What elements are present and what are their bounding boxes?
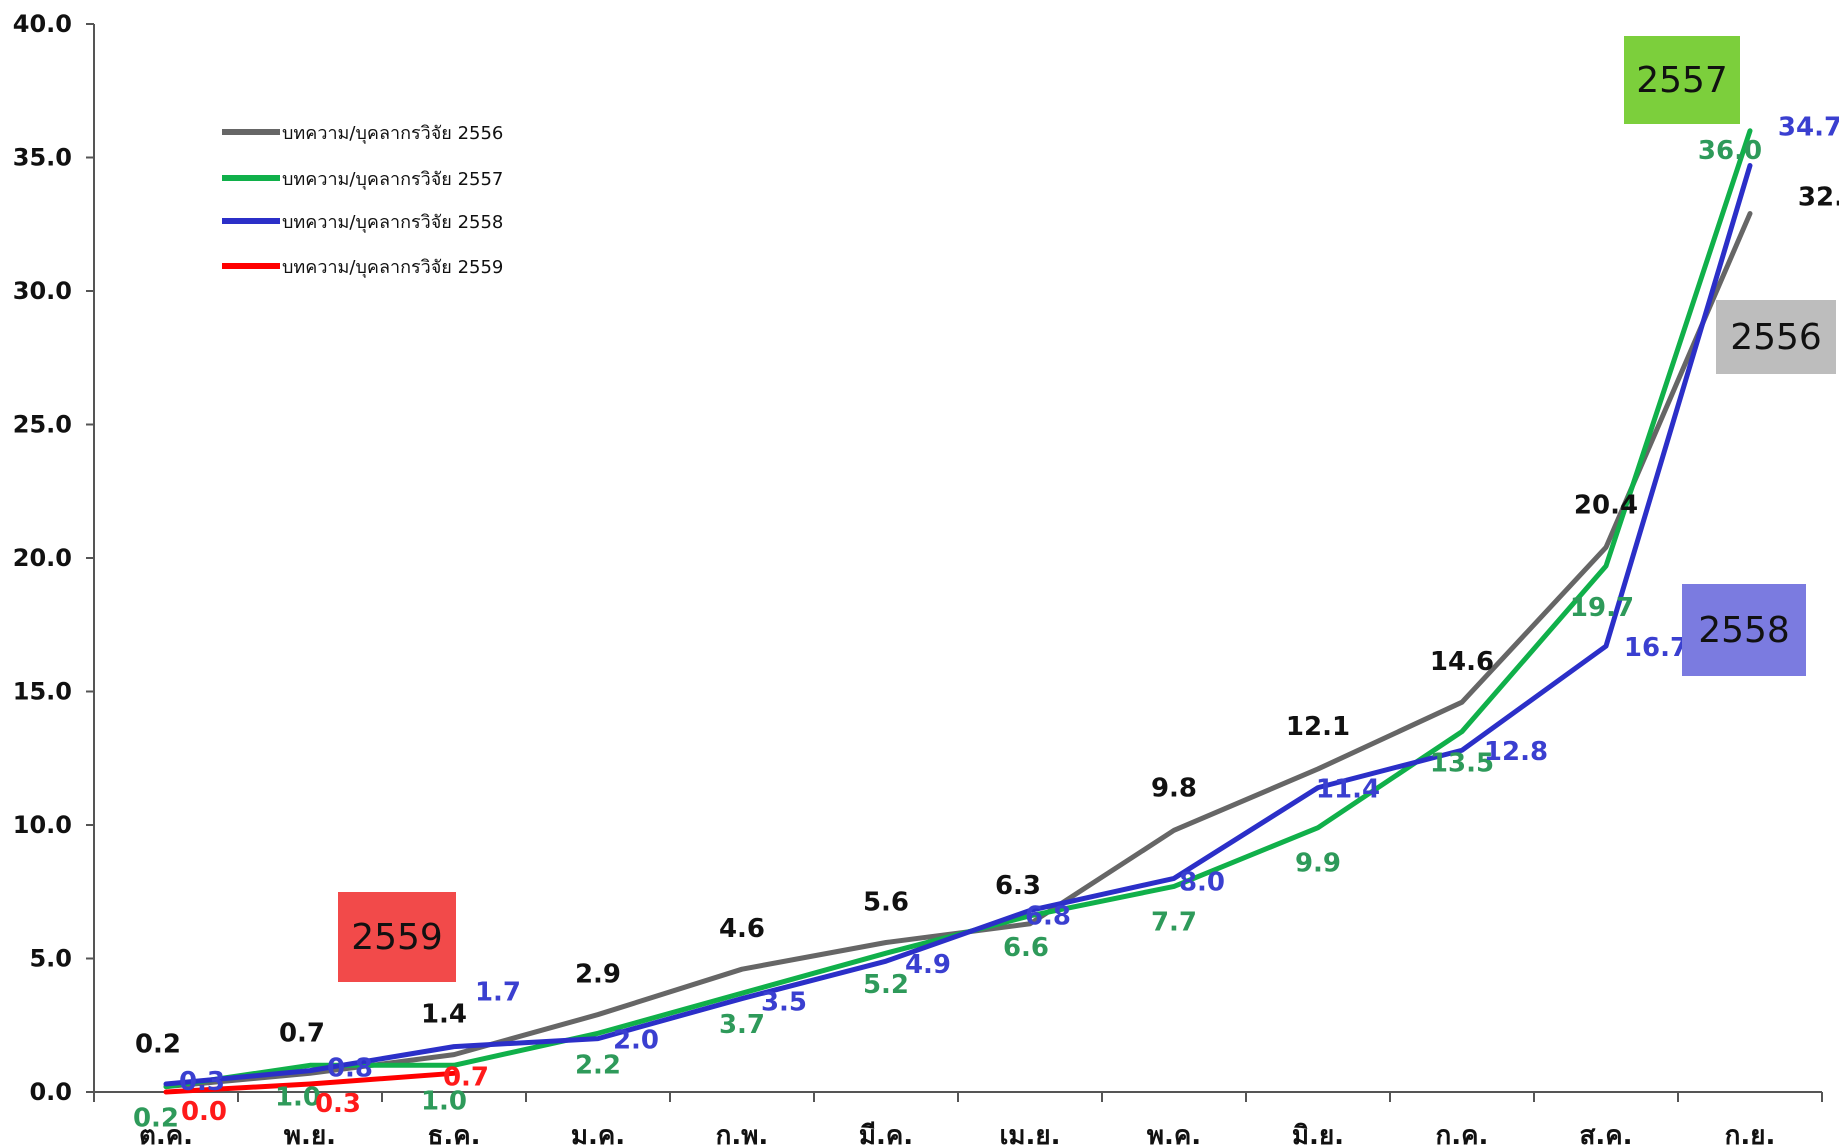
data-label: 9.8 <box>1151 773 1197 803</box>
x-tick-label: ธ.ค. <box>427 1121 480 1148</box>
data-label: 0.7 <box>279 1018 325 1048</box>
data-label: 2.2 <box>575 1050 621 1080</box>
y-tick-label: 40.0 <box>13 10 72 38</box>
data-label: 5.6 <box>863 887 909 917</box>
data-label: 0.2 <box>135 1030 181 1060</box>
x-tick-label: ส.ค. <box>1579 1121 1632 1148</box>
y-tick-label: 15.0 <box>13 678 72 706</box>
year-tag: 2556 <box>1716 300 1836 374</box>
data-label: 1.7 <box>475 978 521 1008</box>
data-label: 0.3 <box>179 1067 225 1097</box>
year-annotations: 2557 2556 2558 2559 <box>338 36 1836 982</box>
series-line-3 <box>163 1070 457 1095</box>
data-label: 6.3 <box>995 871 1041 901</box>
data-label: 0.3 <box>315 1089 361 1119</box>
legend-entry: บทความ/บุคลากรวิจัย 2559 <box>222 257 503 278</box>
data-label: 0.0 <box>181 1097 227 1127</box>
data-label: 19.7 <box>1570 593 1634 623</box>
year-tag-box <box>1624 36 1740 124</box>
year-tag-box <box>1716 300 1836 374</box>
data-label: 6.8 <box>1025 901 1071 931</box>
data-labels: 0.2 0.7 1.4 2.9 4.6 5.6 6.3 9.8 12.1 14.6 20.4 32.9… <box>133 113 1839 1134</box>
x-tick-label: พ.ย. <box>284 1121 336 1148</box>
data-label: 7.7 <box>1151 907 1197 937</box>
data-label: 5.2 <box>863 970 909 1000</box>
data-label: 0.8 <box>327 1054 373 1084</box>
x-tick-label: ต.ค. <box>139 1121 193 1148</box>
data-label: 14.6 <box>1430 647 1494 677</box>
data-label: 9.9 <box>1295 849 1341 879</box>
y-tick-label: 35.0 <box>13 144 72 172</box>
x-tick-label: ม.ค. <box>571 1121 625 1148</box>
y-tick-label: 10.0 <box>13 811 72 839</box>
data-label: 3.7 <box>719 1010 765 1040</box>
y-tick-label: 0.0 <box>29 1078 72 1106</box>
year-tag: 2558 <box>1682 584 1806 676</box>
x-tick-label: มิ.ย. <box>1292 1121 1344 1148</box>
y-axis: 0.0 5.0 10.0 15.0 20.0 25.0 30.0 35.0 40.0 <box>13 10 95 1106</box>
legend-label: บทความ/บุคลากรวิจัย 2559 <box>282 257 503 278</box>
year-tag: 2557 <box>1624 36 1740 124</box>
legend-entry: บทความ/บุคลากรวิจัย 2558 <box>222 212 503 233</box>
data-label: 20.4 <box>1574 490 1638 520</box>
legend-entry: บทความ/บุคลากรวิจัย 2556 <box>222 123 503 144</box>
data-label: 0.7 <box>443 1062 489 1092</box>
data-label: 1.4 <box>421 1000 467 1030</box>
x-axis: ต.ค. พ.ย. ธ.ค. ม.ค. ก.พ. มี.ค. เม.ย. พ.ค. มิ.ย. ก… <box>93 1091 1823 1148</box>
data-label: 3.5 <box>761 988 807 1018</box>
legend-label: บทความ/บุคลากรวิจัย 2556 <box>282 123 503 144</box>
data-label: 2.9 <box>575 960 621 990</box>
y-tick-label: 20.0 <box>13 544 72 572</box>
y-tick-label: 30.0 <box>13 277 72 305</box>
data-label: 2.0 <box>613 1026 659 1056</box>
x-tick-label: ก.ค. <box>1436 1121 1489 1148</box>
legend-entry: บทความ/บุคลากรวิจัย 2557 <box>222 169 503 190</box>
data-label: 34.7 <box>1778 113 1839 143</box>
data-label: 4.9 <box>905 950 951 980</box>
y-tick-label: 25.0 <box>13 411 72 439</box>
data-label: 16.7 <box>1624 633 1688 663</box>
year-tag: 2559 <box>338 892 456 982</box>
x-tick-label: เม.ย. <box>999 1121 1060 1148</box>
data-label: 6.6 <box>1003 933 1049 963</box>
data-label: 36.0 <box>1698 136 1762 166</box>
year-tag-box <box>1682 584 1806 676</box>
year-tag-label: 2558 <box>1698 610 1790 651</box>
x-tick-label: มี.ค. <box>859 1121 913 1148</box>
year-tag-label: 2556 <box>1730 317 1822 358</box>
y-tick-label: 5.0 <box>29 945 72 973</box>
x-tick-label: พ.ค. <box>1147 1121 1201 1148</box>
series-lines <box>163 128 1753 1095</box>
data-label: 11.4 <box>1316 775 1380 805</box>
legend-label: บทความ/บุคลากรวิจัย 2558 <box>282 212 503 233</box>
data-label: 1.0 <box>421 1086 467 1116</box>
data-label: 4.6 <box>719 914 765 944</box>
data-label: 8.0 <box>1179 867 1225 897</box>
x-tick-label: ก.พ. <box>716 1121 769 1148</box>
data-label: 12.1 <box>1286 712 1350 742</box>
legend: บทความ/บุคลากรวิจัย 2556 บทความ/บุคลากรวิ… <box>222 123 503 278</box>
x-tick-label: ก.ย. <box>1725 1121 1776 1148</box>
data-label: 32.9 <box>1798 183 1839 213</box>
series-line-2 <box>163 163 1753 1087</box>
year-tag-label: 2559 <box>351 917 443 958</box>
data-label: 13.5 <box>1430 749 1494 779</box>
year-tag-box <box>338 892 456 982</box>
data-label: 12.8 <box>1484 737 1548 767</box>
data-label: 0.2 <box>133 1104 179 1134</box>
year-tag-label: 2557 <box>1636 60 1728 101</box>
legend-label: บทความ/บุคลากรวิจัย 2557 <box>282 169 503 190</box>
data-label: 1.0 <box>275 1082 321 1112</box>
